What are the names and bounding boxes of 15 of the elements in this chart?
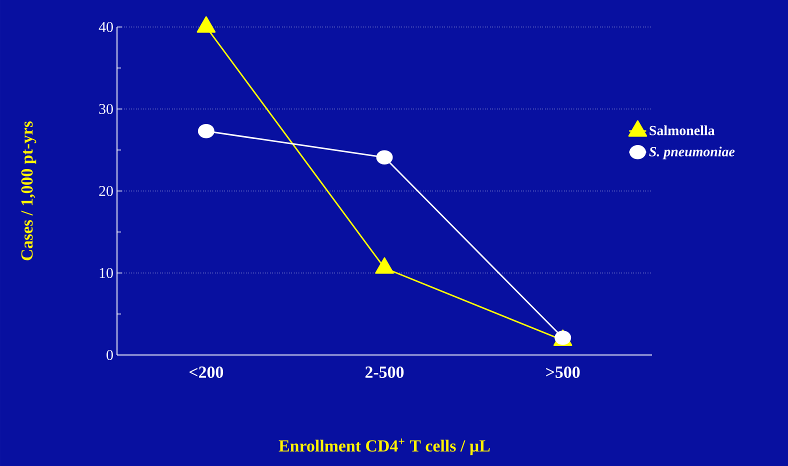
point (198, 124, 214, 138)
x-tick-label: 2-500 (365, 366, 404, 378)
x-tick-label: >500 (546, 366, 580, 378)
legend-label: S. pneumoniae (649, 146, 735, 160)
x-axis-title: Enrollment CD4$^{+}$ T cells / µL (278, 438, 490, 456)
y-tick-label: 40 (98, 22, 113, 32)
legend-label: Salmonella (650, 125, 715, 136)
y-axis-title: Cases / 1,000 pt-yrs (21, 121, 36, 260)
y-tick-label: 10 (100, 268, 113, 278)
y-tick-label: 0 (106, 350, 113, 360)
point (376, 150, 393, 164)
y-tick-label: 20 (99, 186, 113, 196)
y-tick-label: 30 (99, 104, 113, 114)
point (375, 257, 394, 274)
x-tick-label: <200 (189, 366, 224, 378)
